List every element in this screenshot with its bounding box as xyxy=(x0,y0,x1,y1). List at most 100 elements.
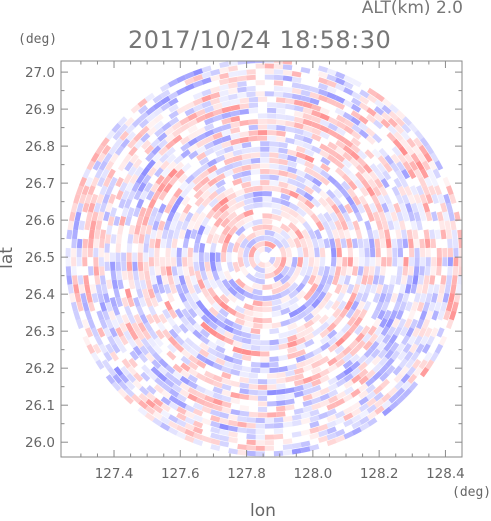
heatmap-cell xyxy=(178,229,186,240)
heatmap-cell xyxy=(156,321,166,332)
heatmap-cell xyxy=(215,261,223,272)
heatmap-cell xyxy=(304,351,315,360)
heatmap-cell xyxy=(397,318,407,329)
heatmap-cell xyxy=(399,202,407,213)
heatmap-cell xyxy=(84,193,93,204)
heatmap-cell xyxy=(450,220,457,231)
heatmap-cell xyxy=(182,300,192,311)
heatmap-cell xyxy=(370,283,378,294)
heatmap-cell xyxy=(179,375,191,385)
heatmap-cell xyxy=(162,308,171,320)
heatmap-cell xyxy=(375,247,381,258)
heatmap-cell xyxy=(140,166,151,177)
heatmap-cell xyxy=(149,238,156,249)
heatmap-cell xyxy=(319,247,326,258)
heatmap-cell xyxy=(104,252,110,262)
heatmap-cell xyxy=(405,327,415,338)
heatmap-cell xyxy=(219,84,229,91)
heatmap-cell xyxy=(182,203,192,214)
heatmap-cell xyxy=(276,113,286,120)
heatmap-cell xyxy=(319,321,330,332)
heatmap-cell xyxy=(66,229,73,240)
heatmap-cell xyxy=(387,124,398,135)
heatmap-cell xyxy=(257,130,268,136)
heatmap-cell xyxy=(375,202,384,213)
heatmap-cell xyxy=(326,229,334,240)
heatmap-cell xyxy=(221,252,227,263)
heatmap-cell xyxy=(451,275,458,285)
heatmap-cell xyxy=(341,165,352,176)
heatmap-cell xyxy=(168,97,179,107)
heatmap-cell xyxy=(252,317,263,324)
heatmap-cell xyxy=(160,415,171,425)
heatmap-cell xyxy=(250,333,261,340)
heatmap-cell xyxy=(385,317,394,329)
heatmap-cell xyxy=(219,78,230,86)
heatmap-cell xyxy=(133,372,144,383)
heatmap-cell xyxy=(260,351,270,357)
heatmap-cell xyxy=(430,351,439,362)
heatmap-cell xyxy=(383,162,393,173)
heatmap-cell xyxy=(210,261,217,272)
heatmap-cell xyxy=(126,131,137,142)
heatmap-cell xyxy=(400,373,411,384)
heatmap-cell xyxy=(271,197,282,204)
y-axis-unit: (deg) xyxy=(18,32,58,47)
heatmap-cell xyxy=(314,229,323,240)
heatmap-cell xyxy=(322,220,331,232)
heatmap-cell xyxy=(119,322,128,333)
heatmap-cell xyxy=(267,378,277,385)
heatmap-cell xyxy=(302,107,313,115)
heatmap-cell xyxy=(248,257,257,269)
heatmap-cell xyxy=(273,272,284,283)
heatmap-cell xyxy=(287,340,298,348)
heatmap-cell xyxy=(336,247,342,258)
heatmap-cell xyxy=(153,113,164,124)
heatmap-cell xyxy=(171,247,177,258)
heatmap-cell xyxy=(260,163,270,169)
heatmap-cell xyxy=(391,238,398,249)
heatmap-cell xyxy=(395,387,405,398)
heatmap-cell xyxy=(166,153,177,164)
heatmap-cell xyxy=(148,305,157,316)
heatmap-cell xyxy=(140,371,151,382)
heatmap-cell xyxy=(201,88,212,97)
heatmap-cell xyxy=(105,202,113,213)
heatmap-cell xyxy=(366,404,377,414)
heatmap-cell xyxy=(350,300,360,311)
heatmap-cell xyxy=(248,119,259,125)
heatmap-cell xyxy=(215,319,226,329)
heatmap-cell xyxy=(76,238,83,249)
heatmap-cell xyxy=(395,169,405,181)
heatmap-cell xyxy=(455,284,462,294)
heatmap-cell xyxy=(194,270,202,281)
heatmap-cell xyxy=(397,350,407,361)
heatmap-cell xyxy=(176,424,187,434)
heatmap-cell xyxy=(188,266,195,277)
heatmap-cell xyxy=(327,129,338,138)
heatmap-cell xyxy=(212,143,223,152)
heatmap-cell xyxy=(367,87,378,97)
heatmap-cell xyxy=(253,241,265,250)
heatmap-cell xyxy=(280,193,291,201)
heatmap-cell xyxy=(135,174,145,185)
heatmap-cell xyxy=(337,228,346,240)
heatmap-cell xyxy=(150,275,157,285)
heatmap-cell xyxy=(423,229,430,240)
heatmap-cell xyxy=(267,119,277,125)
heatmap-cell xyxy=(355,171,365,182)
heatmap-cell xyxy=(304,154,315,163)
heatmap-cell xyxy=(318,189,329,200)
heatmap-cell xyxy=(271,322,282,329)
heatmap-cell xyxy=(250,328,261,335)
heatmap-cell xyxy=(239,265,250,277)
heatmap-cell xyxy=(237,92,247,99)
heatmap-cell xyxy=(176,418,187,428)
heatmap-cell xyxy=(234,194,246,203)
heatmap-cell xyxy=(374,325,384,337)
heatmap-cell xyxy=(74,292,82,303)
heatmap-cell xyxy=(173,229,181,240)
heatmap-cell xyxy=(250,361,261,368)
heatmap-cell xyxy=(158,146,169,156)
heatmap-cell xyxy=(288,202,300,212)
